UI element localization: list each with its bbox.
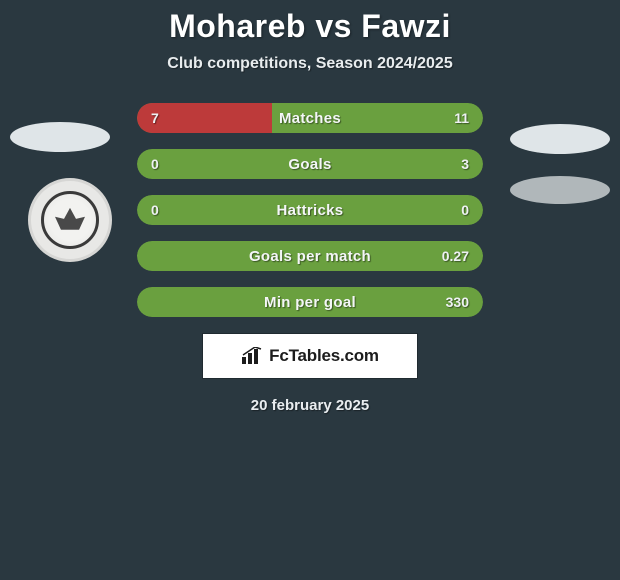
subtitle: Club competitions, Season 2024/2025 [0,55,620,73]
bar-value-right: 0 [461,195,469,225]
comparison-widget: Mohareb vs Fawzi Club competitions, Seas… [0,0,620,414]
brand-box[interactable]: FcTables.com [202,333,418,379]
brand-text: FcTables.com [269,346,379,366]
bar-value-right: 3 [461,149,469,179]
player-right-name: Fawzi [361,8,451,44]
vs-text: vs [315,8,352,44]
bar-row: Hattricks0 0 [137,195,483,225]
bar-label: Hattricks [137,195,483,225]
bar-row: Min per goal330 [137,287,483,317]
bar-value-right: 11 [454,103,469,133]
page-title: Mohareb vs Fawzi [0,8,620,45]
bar-row: Matches7 11 [137,103,483,133]
bar-row: Goals per match0.27 [137,241,483,271]
comparison-bars: Matches711Goals03Hattricks00Goals per ma… [137,103,483,317]
bar-value-left: 0 [151,149,159,179]
chart-icon [241,347,263,365]
bar-label: Min per goal [137,287,483,317]
bar-label: Goals [137,149,483,179]
bar-label: Matches [137,103,483,133]
player-left-name: Mohareb [169,8,306,44]
bar-value-right: 330 [446,287,469,317]
bar-row: Goals0 3 [137,149,483,179]
bar-value-right: 0.27 [442,241,469,271]
date-line: 20 february 2025 [0,397,620,414]
bar-value-left: 0 [151,195,159,225]
bar-value-left: 7 [151,103,159,133]
bar-label: Goals per match [137,241,483,271]
